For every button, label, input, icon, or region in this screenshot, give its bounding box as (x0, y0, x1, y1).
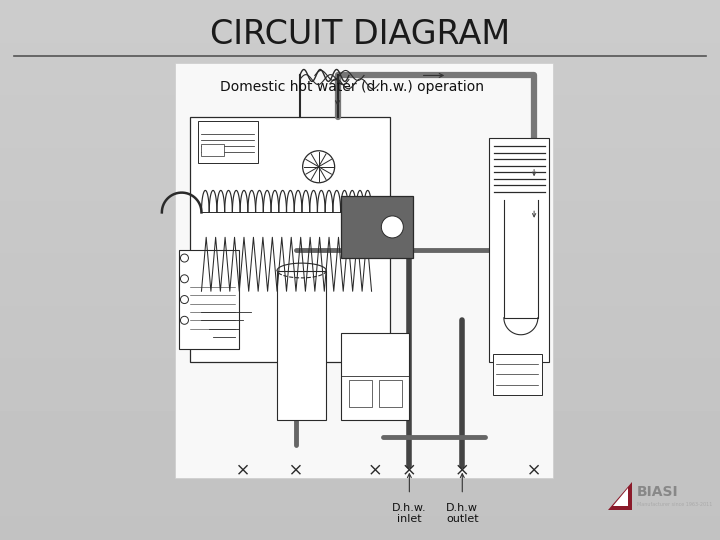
Circle shape (302, 151, 335, 183)
Circle shape (181, 275, 189, 283)
Bar (175, 63, 553, 478)
Text: CIRCUIT DIAGRAM: CIRCUIT DIAGRAM (210, 18, 510, 51)
Circle shape (181, 295, 189, 303)
Bar (179, 249, 239, 349)
Circle shape (382, 216, 403, 238)
Bar (190, 117, 390, 362)
Bar (341, 196, 413, 258)
Bar (492, 354, 541, 395)
Text: BIASI: BIASI (637, 485, 679, 499)
Bar (379, 381, 402, 408)
Bar (198, 121, 258, 163)
Bar (341, 333, 410, 420)
Text: D.h.w
outlet: D.h.w outlet (446, 503, 479, 524)
Circle shape (181, 316, 189, 325)
Bar (489, 138, 549, 362)
Text: Manufacturer since 1963-2011: Manufacturer since 1963-2011 (637, 502, 712, 507)
Text: D.h.w.
inlet: D.h.w. inlet (392, 503, 427, 524)
Bar (277, 271, 326, 420)
Text: Domestic hot water (d.h.w.) operation: Domestic hot water (d.h.w.) operation (220, 80, 485, 94)
Polygon shape (613, 488, 628, 506)
Circle shape (181, 254, 189, 262)
Polygon shape (608, 482, 632, 510)
Bar (202, 144, 224, 157)
Bar (349, 381, 372, 408)
